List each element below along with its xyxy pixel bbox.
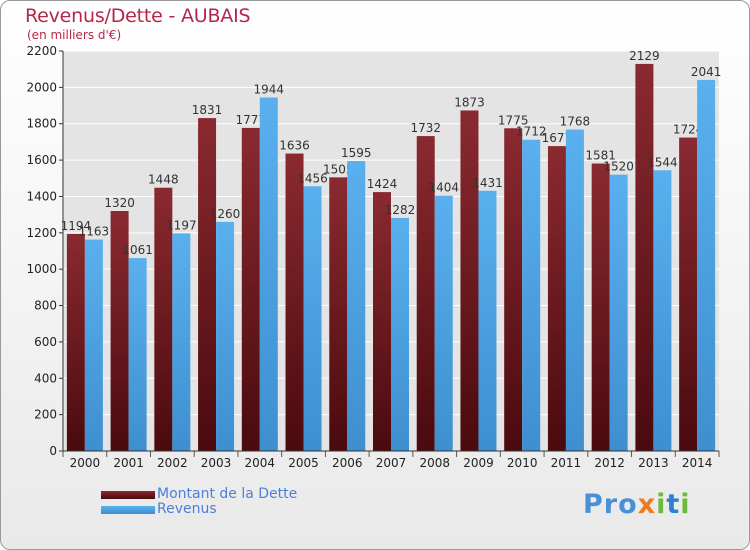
x-tick-label-2012: 2012: [594, 456, 625, 470]
x-tick-label-2008: 2008: [419, 456, 450, 470]
data-label-revenus-2006: 1595: [341, 146, 372, 160]
data-label-revenus-2009: 1431: [472, 176, 503, 190]
x-tick-label-2000: 2000: [70, 456, 101, 470]
x-tick-label-2004: 2004: [245, 456, 276, 470]
data-label-revenus-2013: 1544: [647, 155, 678, 169]
bar-dette-2011: [547, 146, 566, 451]
bar-revenus-2013: [653, 170, 672, 452]
bar-dette-2000: [66, 233, 85, 451]
data-label-dette-2001: 1320: [104, 196, 135, 210]
y-tick-label-2000: 2000: [26, 80, 57, 94]
data-label-revenus-2008: 1404: [428, 181, 459, 195]
x-tick-label-2007: 2007: [376, 456, 407, 470]
legend-label-dette: Montant de la Dette: [157, 486, 298, 502]
x-tick-label-2009: 2009: [463, 456, 494, 470]
data-label-revenus-2004: 1944: [254, 83, 285, 97]
data-label-dette-2007: 1424: [367, 177, 398, 191]
data-label-revenus-2010: 1712: [516, 125, 547, 139]
bar-revenus-2005: [303, 186, 322, 452]
x-tick-label-2011: 2011: [551, 456, 582, 470]
y-tick-label-0: 0: [49, 444, 57, 458]
bar-dette-2002: [154, 187, 173, 451]
bar-revenus-2011: [565, 129, 584, 451]
data-label-dette-2011: 1677: [542, 131, 573, 145]
data-label-revenus-2011: 1768: [560, 115, 591, 129]
data-label-revenus-2000: 1163: [79, 225, 110, 239]
bar-revenus-2006: [347, 161, 366, 451]
x-tick-label-2006: 2006: [332, 456, 363, 470]
data-label-dette-2009: 1873: [454, 95, 485, 109]
bar-revenus-2003: [216, 221, 235, 451]
data-label-dette-2000: 1194: [61, 219, 92, 233]
bar-dette-2006: [329, 177, 348, 451]
bar-revenus-2007: [391, 217, 409, 451]
data-label-dette-2005: 1636: [279, 139, 310, 153]
y-tick-label-1200: 1200: [26, 226, 57, 240]
x-tick-label-2013: 2013: [638, 456, 669, 470]
x-tick-label-2002: 2002: [157, 456, 188, 470]
bar-dette-2010: [504, 128, 523, 451]
bar-revenus-2008: [434, 195, 453, 451]
x-tick-label-2014: 2014: [682, 456, 713, 470]
data-label-revenus-2012: 1520: [603, 160, 634, 174]
legend-swatch-revenus: [101, 505, 155, 514]
bar-dette-2012: [591, 163, 610, 451]
bar-dette-2008: [416, 136, 435, 451]
y-tick-label-2200: 2200: [26, 44, 57, 58]
y-tick-label-600: 600: [34, 335, 57, 349]
bar-revenus-2014: [697, 79, 716, 451]
data-label-dette-2008: 1732: [410, 121, 441, 135]
y-tick-label-1000: 1000: [26, 262, 57, 276]
bar-dette-2003: [198, 118, 217, 451]
data-label-revenus-2001: 1061: [122, 243, 153, 257]
bar-dette-2005: [285, 153, 304, 451]
data-label-dette-2014: 1724: [673, 123, 704, 137]
y-tick-label-1800: 1800: [26, 117, 57, 131]
bar-revenus-2002: [172, 233, 191, 451]
bar-dette-2004: [241, 127, 260, 451]
chart-subtitle: (en milliers d'€): [27, 28, 122, 42]
data-label-revenus-2002: 1197: [166, 218, 197, 232]
data-label-dette-2010: 1775: [498, 113, 529, 127]
x-tick-label-2001: 2001: [113, 456, 144, 470]
data-label-dette-2013: 2129: [629, 49, 660, 63]
data-label-dette-2002: 1448: [148, 173, 179, 187]
y-tick-label-1600: 1600: [26, 153, 57, 167]
chart-title: Revenus/Dette - AUBAIS: [25, 5, 251, 27]
bar-revenus-2009: [478, 190, 497, 451]
data-label-dette-2003: 1831: [192, 103, 223, 117]
legend-item-dette: Montant de la Dette: [101, 487, 297, 502]
bar-revenus-2001: [128, 258, 147, 451]
proxiti-logo: Proxiti: [583, 489, 691, 520]
bar-dette-2007: [373, 192, 391, 451]
bar-revenus-2004: [259, 97, 278, 451]
chart-legend: Montant de la Dette Revenus: [101, 487, 297, 517]
y-tick-label-800: 800: [34, 299, 57, 313]
y-tick-label-1400: 1400: [26, 189, 57, 203]
legend-item-revenus: Revenus: [101, 502, 297, 517]
legend-label-revenus: Revenus: [157, 501, 217, 517]
bar-revenus-2000: [84, 239, 103, 451]
data-label-dette-2004: 1777: [236, 113, 267, 127]
x-tick-label-2010: 2010: [507, 456, 538, 470]
data-label-revenus-2003: 1260: [210, 207, 241, 221]
bar-dette-2009: [460, 110, 479, 452]
data-label-revenus-2007: 1282: [385, 203, 416, 217]
bar-revenus-2012: [609, 174, 628, 452]
data-label-dette-2006: 1505: [323, 162, 354, 176]
x-tick-label-2005: 2005: [288, 456, 319, 470]
data-label-dette-2012: 1581: [585, 149, 616, 163]
bar-dette-2014: [679, 137, 698, 451]
bar-dette-2013: [635, 63, 654, 452]
data-label-revenus-2014: 2041: [691, 65, 722, 79]
legend-swatch-dette: [101, 490, 155, 499]
y-tick-label-400: 400: [34, 371, 57, 385]
x-tick-label-2003: 2003: [201, 456, 232, 470]
bar-dette-2001: [110, 211, 129, 451]
data-label-revenus-2005: 1456: [297, 171, 328, 185]
y-tick-label-200: 200: [34, 408, 57, 422]
bar-revenus-2010: [522, 139, 541, 451]
